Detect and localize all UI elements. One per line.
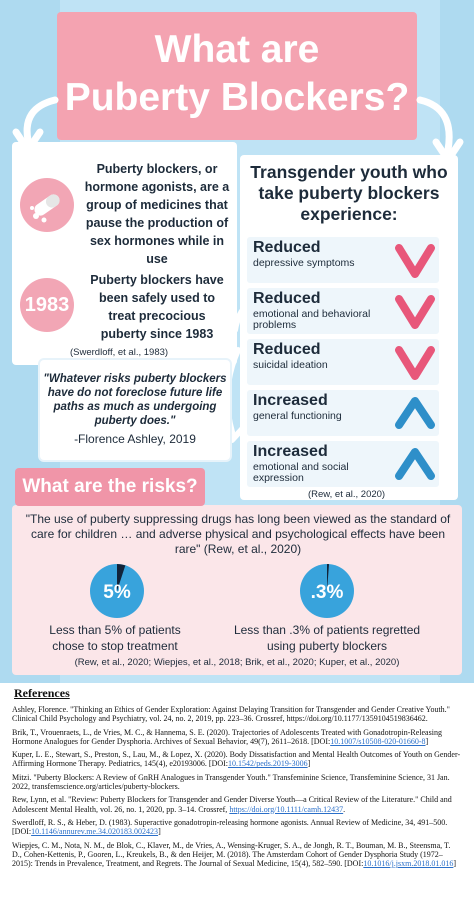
title-line-2: Puberty Blockers? — [64, 76, 410, 119]
curved-arrow-icon — [23, 96, 59, 144]
right-citation: (Rew, et al., 2020) — [308, 489, 386, 500]
outcome-subtitle: suicidal ideation — [253, 359, 328, 371]
outcome-subtitle: emotional and behavioral problems — [253, 308, 371, 331]
stat-pie-0-3-percent: .3% — [300, 564, 354, 618]
stat-pie-5-percent: 5% — [90, 564, 144, 618]
safety-text: Puberty blockers have been safely used t… — [90, 273, 224, 341]
reference-item: Wiepjes, C. M., Nota, N. M., de Blok, C.… — [12, 840, 457, 869]
references-section: References Ashley, Florence. "Thinking a… — [0, 683, 474, 924]
outcome-title: Reduced — [253, 341, 321, 358]
year-badge: 1983 — [20, 278, 74, 332]
left-citation: (Swerdloff, et al., 1983) — [70, 347, 169, 358]
outcome-row: Increased emotional and social expressio… — [247, 441, 439, 487]
risks-card — [12, 505, 462, 675]
reference-link[interactable]: https://doi.org/10.1111/camh.12437 — [229, 804, 344, 814]
risks-citation: (Rew, et al., 2020; Wiepjes, et al., 201… — [74, 657, 400, 668]
reference-item: Kuper, L. E., Stewart, S., Preston, S., … — [12, 750, 461, 769]
reference-item: Brik, T., Vrouenraets, L., de Vries, M. … — [12, 727, 442, 746]
up-chevron-icon — [395, 448, 435, 480]
reference-item: Rew, Lynn, et al. "Review: Puberty Block… — [12, 795, 452, 814]
outcome-subtitle: depressive symptoms — [253, 257, 355, 269]
pie-value: .3% — [311, 582, 344, 603]
title-line-1: What are — [154, 28, 320, 71]
reference-item: Swerdloff, R. S., & Heber, D. (1983). Su… — [12, 817, 448, 837]
down-chevron-icon — [395, 244, 435, 278]
stat-label: Less than .3% of patients regretted usin… — [233, 623, 421, 653]
outcome-row: Reduced emotional and behavioral problem… — [247, 288, 439, 334]
reference-link[interactable]: 10.1542/peds.2019-3006 — [228, 759, 308, 769]
curved-arrow-icon — [416, 96, 453, 154]
pie-value: 5% — [103, 582, 131, 603]
outcome-subtitle: emotional and social expression — [253, 461, 349, 484]
references-heading: References — [14, 686, 70, 700]
references-list: Ashley, Florence. "Thinking an Ethics of… — [12, 705, 462, 868]
definition-text: Puberty blockers, or hormone agonists, a… — [84, 162, 230, 266]
risks-quote: "The use of puberty suppressing drugs ha… — [25, 512, 451, 556]
down-chevron-icon — [395, 346, 435, 380]
pie-slice — [327, 564, 330, 591]
outcome-title: Increased — [253, 443, 328, 460]
reference-item: Ashley, Florence. "Thinking an Ethics of… — [12, 705, 450, 724]
down-chevron-icon — [395, 295, 435, 329]
quote-author: -Florence Ashley, 2019 — [74, 432, 196, 446]
outcome-row: Reduced depressive symptoms — [247, 237, 439, 283]
reference-link[interactable]: 10.1007/s10508-020-01660-8 — [330, 736, 426, 746]
up-chevron-icon — [395, 397, 435, 429]
outcome-row: Reduced suicidal ideation — [247, 339, 439, 385]
quote-text: "Whatever risks puberty blockers have do… — [43, 373, 227, 427]
reference-link[interactable]: 10.1016/j.jsxm.2018.01.016 — [363, 859, 454, 869]
outcome-subtitle: general functioning — [253, 410, 342, 422]
stat-label: Less than 5% of patients chose to stop t… — [49, 623, 181, 653]
outcome-title: Reduced — [253, 239, 321, 256]
risks-heading: What are the risks? — [15, 468, 205, 506]
outcome-title: Increased — [253, 392, 328, 409]
reference-item: Mitzi. "Puberty Blockers: A Review of Gn… — [12, 772, 450, 792]
pills-icon — [30, 194, 60, 223]
title-banner — [57, 12, 417, 140]
outcome-title: Reduced — [253, 290, 321, 307]
quote-card — [40, 360, 230, 460]
page-title: What are Puberty Blockers? — [57, 26, 417, 122]
pie-slice — [117, 564, 126, 591]
outcome-row: Increased general functioning — [247, 390, 439, 436]
outcomes-heading: Transgender youth who take puberty block… — [250, 162, 448, 224]
reference-link[interactable]: 10.1146/annurev.me.34.020183.002423 — [31, 827, 159, 837]
